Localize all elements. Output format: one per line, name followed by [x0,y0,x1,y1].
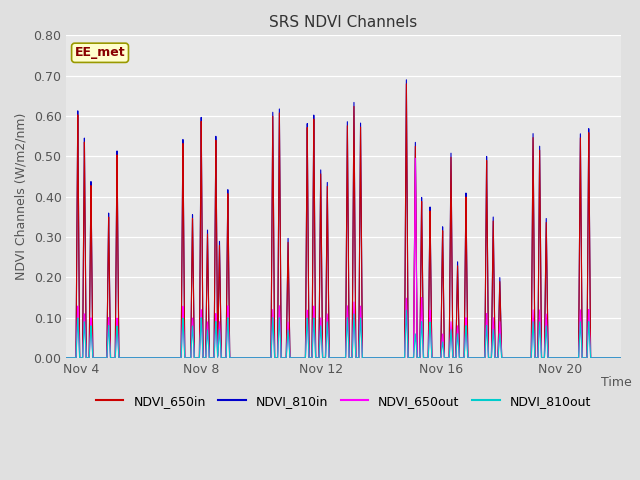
NDVI_810in [63,355,70,360]
NDVI_650out [617,355,625,360]
NDVI_810in [96,355,104,360]
NDVI_650in [403,81,410,87]
NDVI_650in [588,355,595,360]
NDVI_650out [588,355,595,360]
Y-axis label: NDVI Channels (W/m2/nm): NDVI Channels (W/m2/nm) [15,113,28,280]
NDVI_810out [588,355,595,360]
NDVI_810out [171,355,179,360]
NDVI_810out [617,355,625,360]
NDVI_810in [171,355,179,360]
NDVI_810in [333,355,341,360]
Line: NDVI_650in: NDVI_650in [67,84,621,358]
NDVI_810in [86,337,93,343]
NDVI_650out [96,355,104,360]
NDVI_650in [63,355,70,360]
NDVI_650in [333,355,341,360]
NDVI_650out [86,351,93,357]
NDVI_650out [333,355,341,360]
NDVI_810out [96,355,104,360]
NDVI_650out [412,156,419,161]
Line: NDVI_810in: NDVI_810in [67,80,621,358]
NDVI_810in [65,355,73,360]
Line: NDVI_810out: NDVI_810out [67,310,621,358]
NDVI_810out [403,307,410,313]
NDVI_810in [403,77,410,83]
NDVI_810in [588,355,595,360]
NDVI_810out [86,352,93,358]
NDVI_650in [617,355,625,360]
NDVI_650in [96,355,104,360]
Title: SRS NDVI Channels: SRS NDVI Channels [269,15,417,30]
NDVI_810in [617,355,625,360]
Legend: NDVI_650in, NDVI_810in, NDVI_650out, NDVI_810out: NDVI_650in, NDVI_810in, NDVI_650out, NDV… [91,390,596,413]
NDVI_650in [171,355,179,360]
X-axis label: Time: Time [601,375,632,389]
NDVI_810out [65,355,73,360]
NDVI_810out [333,355,341,360]
Text: EE_met: EE_met [75,46,125,60]
Line: NDVI_650out: NDVI_650out [67,158,621,358]
NDVI_810out [63,355,70,360]
NDVI_650in [65,355,73,360]
NDVI_650in [86,337,93,343]
NDVI_650out [65,355,73,360]
NDVI_650out [63,355,70,360]
NDVI_650out [171,355,179,360]
